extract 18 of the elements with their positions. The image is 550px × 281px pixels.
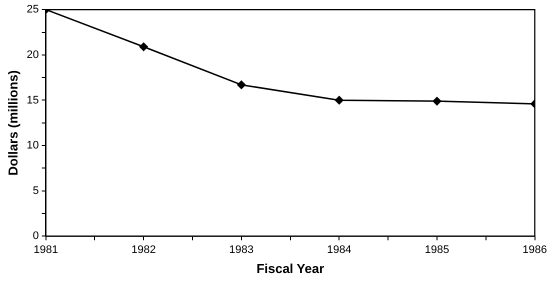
y-tick-label: 10	[26, 140, 39, 152]
y-axis-title: Dollars (millions)	[5, 70, 20, 176]
point	[139, 42, 148, 52]
y-tick-label: 15	[26, 94, 39, 106]
point	[432, 96, 442, 106]
y-tick-label: 25	[26, 4, 39, 16]
point	[334, 96, 344, 104]
x-tick-label: 1985	[424, 244, 450, 256]
y-tick-label: 5	[32, 184, 39, 197]
point	[237, 80, 246, 90]
x-tick-label: 1983	[229, 244, 254, 256]
x-tick-label: 1986	[522, 244, 548, 256]
y-tick-label: 0	[32, 230, 39, 242]
x-tick-label: 1984	[326, 244, 352, 256]
x-tick-label: 1982	[131, 244, 156, 256]
y-tick-label: 20	[26, 48, 39, 61]
x-tick-label: 1981	[34, 244, 58, 256]
x-axis-title: Fiscal Year	[256, 260, 324, 276]
